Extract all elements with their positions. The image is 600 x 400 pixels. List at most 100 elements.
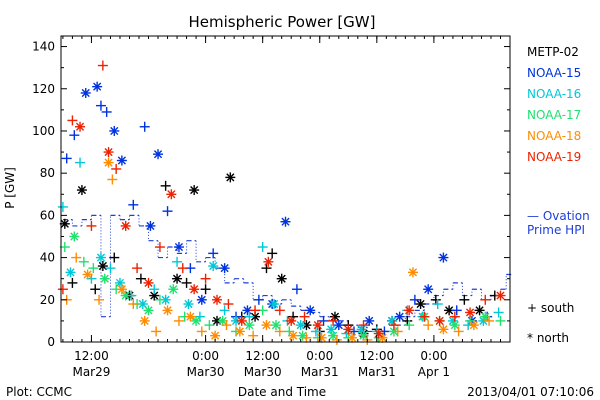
legend-ovation: — Ovation (527, 209, 590, 223)
north-point-metp-02 (172, 273, 183, 284)
north-point-noaa-15 (173, 242, 184, 253)
south-point-noaa-19 (132, 263, 143, 274)
north-point-noaa-17 (69, 231, 80, 242)
marker-stroke (328, 331, 338, 340)
north-point-metp-02 (189, 185, 200, 196)
marker-stroke (387, 316, 397, 325)
north-point-metp-02 (276, 273, 287, 284)
north-point-noaa-16 (208, 261, 219, 272)
marker-stroke (144, 278, 153, 288)
south-point-noaa-16 (219, 305, 230, 316)
legend-entry: NOAA-18 (527, 129, 581, 143)
north-point-noaa-19 (312, 320, 323, 331)
north-point-noaa-19 (212, 294, 223, 305)
south-point-noaa-15 (291, 284, 302, 295)
north-point-noaa-19 (263, 256, 274, 267)
north-point-noaa-17 (99, 273, 110, 284)
marker-stroke (96, 253, 106, 262)
south-point-noaa-17 (154, 294, 165, 305)
south-point-metp-02 (261, 263, 272, 274)
north-point-noaa-16 (387, 315, 398, 326)
north-point-noaa-15 (116, 155, 127, 166)
ovation-series (62, 214, 512, 333)
y-tick-label: 40 (40, 251, 55, 265)
marker-stroke (70, 232, 79, 241)
plot-timestamp: 2013/04/01 07:10:06 (467, 385, 594, 399)
north-point-metp-02 (225, 172, 236, 183)
y-tick-label: 120 (32, 82, 55, 96)
marker-stroke (197, 295, 206, 304)
marker-stroke (117, 285, 126, 294)
marker-stroke (306, 306, 315, 315)
x-tick-label-time: 12:00 (360, 349, 395, 363)
south-point-noaa-15 (162, 206, 173, 217)
south-point-noaa-18 (128, 299, 139, 310)
marker-stroke (83, 270, 92, 279)
north-point-noaa-16 (65, 267, 76, 278)
south-point-noaa-17 (78, 256, 89, 267)
south-point-noaa-15 (318, 315, 329, 326)
north-point-noaa-18 (288, 330, 299, 341)
marker-stroke (146, 221, 155, 231)
south-point-noaa-15 (409, 294, 420, 305)
south-point-noaa-15 (95, 100, 106, 111)
marker-stroke (163, 306, 172, 315)
marker-stroke (475, 306, 484, 315)
marker-stroke (93, 82, 102, 91)
marker-stroke (313, 321, 322, 330)
south-point-noaa-15 (253, 294, 264, 305)
south-point-noaa-15 (451, 305, 462, 316)
north-point-noaa-18 (185, 311, 196, 322)
marker-stroke (250, 312, 260, 321)
marker-stroke (395, 312, 404, 321)
marker-stroke (481, 312, 490, 321)
south-point-noaa-18 (331, 334, 342, 345)
south-point-noaa-19 (97, 60, 108, 71)
south-point-noaa-16 (432, 299, 443, 310)
marker-stroke (334, 321, 343, 330)
marker-stroke (184, 299, 193, 309)
y-tick-label: 60 (40, 208, 55, 222)
north-point-noaa-19 (166, 189, 177, 200)
legend-ovation: Prime HPI (527, 223, 585, 237)
marker-stroke (243, 306, 252, 315)
marker-stroke (81, 88, 90, 98)
x-tick-label-time: 0:00 (192, 349, 219, 363)
marker-stroke (264, 257, 273, 266)
marker-stroke (169, 285, 178, 294)
north-point-metp-02 (149, 290, 160, 301)
marker-stroke (211, 331, 220, 340)
south-point-noaa-16 (172, 256, 183, 267)
x-tick-label-date: Mar30 (187, 365, 225, 379)
south-point-noaa-18 (274, 326, 285, 337)
y-tick-label: 80 (40, 166, 55, 180)
south-point-noaa-19 (299, 311, 310, 322)
south-point-metp-02 (67, 277, 78, 288)
south-point-noaa-16 (105, 263, 116, 274)
north-point-noaa-19 (143, 277, 154, 288)
north-point-noaa-15 (305, 305, 316, 316)
marker-stroke (289, 331, 298, 340)
south-point-noaa-19 (480, 294, 491, 305)
marker-stroke (100, 274, 109, 283)
marker-stroke (218, 316, 227, 325)
north-point-noaa-15 (280, 216, 291, 227)
south-point-noaa-18 (453, 326, 464, 337)
marker-stroke (138, 299, 147, 309)
north-point-noaa-18 (438, 324, 449, 335)
x-tick-label-time: 12:00 (245, 349, 280, 363)
south-point-noaa-19 (223, 299, 234, 310)
marker-stroke (235, 327, 244, 336)
south-point-metp-02 (288, 311, 299, 322)
chart-title: Hemispheric Power [GW] (189, 13, 376, 31)
south-point-noaa-19 (419, 311, 430, 322)
south-point-noaa-19 (274, 305, 285, 316)
marker-stroke (496, 291, 505, 300)
marker-stroke (186, 312, 195, 321)
marker-stroke (140, 316, 149, 325)
marker-stroke (172, 274, 182, 283)
marker-stroke (245, 321, 254, 330)
south-point-noaa-18 (423, 320, 434, 331)
south-point-metp-02 (109, 252, 120, 263)
marker-stroke (60, 219, 69, 228)
